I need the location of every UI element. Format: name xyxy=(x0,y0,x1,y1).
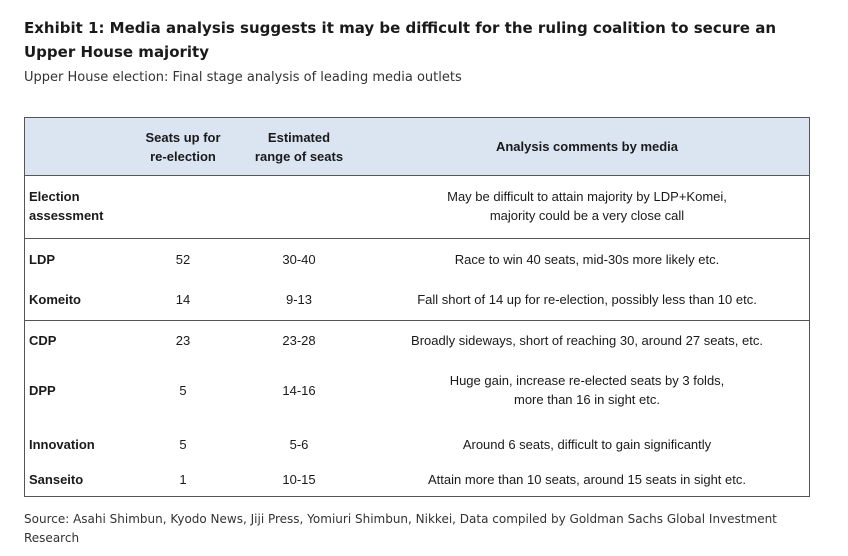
row-comment: Fall short of 14 up for re-election, pos… xyxy=(417,291,757,307)
row-seats: 5 xyxy=(179,382,187,398)
table-row: Komeito 14 9-13 Fall short of 14 up for … xyxy=(25,279,809,319)
row-comment: Broadly sideways, short of reaching 30, … xyxy=(411,332,763,348)
row-seats: 52 xyxy=(175,251,191,267)
row-seats: 14 xyxy=(175,291,191,307)
table-row: LDP 52 30-40 Race to win 40 seats, mid-3… xyxy=(25,238,809,279)
row-comment: Attain more than 10 seats, around 15 sea… xyxy=(428,472,746,487)
row-name: Komeito xyxy=(29,291,81,307)
source-note: Source: Asahi Shimbun, Kyodo News, Jiji … xyxy=(24,512,777,545)
row-name: Election assessment xyxy=(29,189,104,223)
table-row: Innovation 5 5-6 Around 6 seats, difficu… xyxy=(25,424,809,464)
header-comment: Analysis comments by media xyxy=(495,139,679,154)
table-row: Sanseito 1 10-15 Attain more than 10 sea… xyxy=(25,463,809,496)
row-name: Sanseito xyxy=(29,472,84,487)
row-name: LDP xyxy=(29,251,55,267)
row-seats: 1 xyxy=(179,472,187,487)
row-name: CDP xyxy=(29,332,57,348)
row-seats: 23 xyxy=(175,332,191,348)
table-row-assessment: Election assessment May be difficult to … xyxy=(25,176,809,236)
header-range: Estimated range of seats xyxy=(254,129,344,164)
row-comment: Huge gain, increase re-elected seats by … xyxy=(449,373,725,407)
row-comment: May be difficult to attain majority by L… xyxy=(447,189,727,223)
row-range: 30-40 xyxy=(282,251,316,267)
row-name: Innovation xyxy=(29,436,95,452)
exhibit-title: Exhibit 1: Media analysis suggests it ma… xyxy=(24,19,777,61)
exhibit-subtitle: Upper House election: Final stage analys… xyxy=(24,70,462,85)
media-analysis-table: Seats up for re-election Estimated range… xyxy=(24,117,810,497)
table-row: DPP 5 14-16 Huge gain, increase re-elect… xyxy=(25,359,809,421)
row-range: 10-15 xyxy=(282,472,316,487)
row-comment: Around 6 seats, difficult to gain signif… xyxy=(462,436,712,452)
row-range: 5-6 xyxy=(289,436,309,452)
row-range: 9-13 xyxy=(285,291,313,307)
table-header: Seats up for re-election Estimated range… xyxy=(25,118,809,176)
row-name: DPP xyxy=(29,382,56,398)
row-comment: Race to win 40 seats, mid-30s more likel… xyxy=(454,251,720,267)
row-range: 14-16 xyxy=(282,382,316,398)
row-range: 23-28 xyxy=(282,332,316,348)
row-seats: 5 xyxy=(179,436,187,452)
table-row: CDP 23 23-28 Broadly sideways, short of … xyxy=(25,320,809,359)
header-seats: Seats up for re-election xyxy=(145,129,221,164)
